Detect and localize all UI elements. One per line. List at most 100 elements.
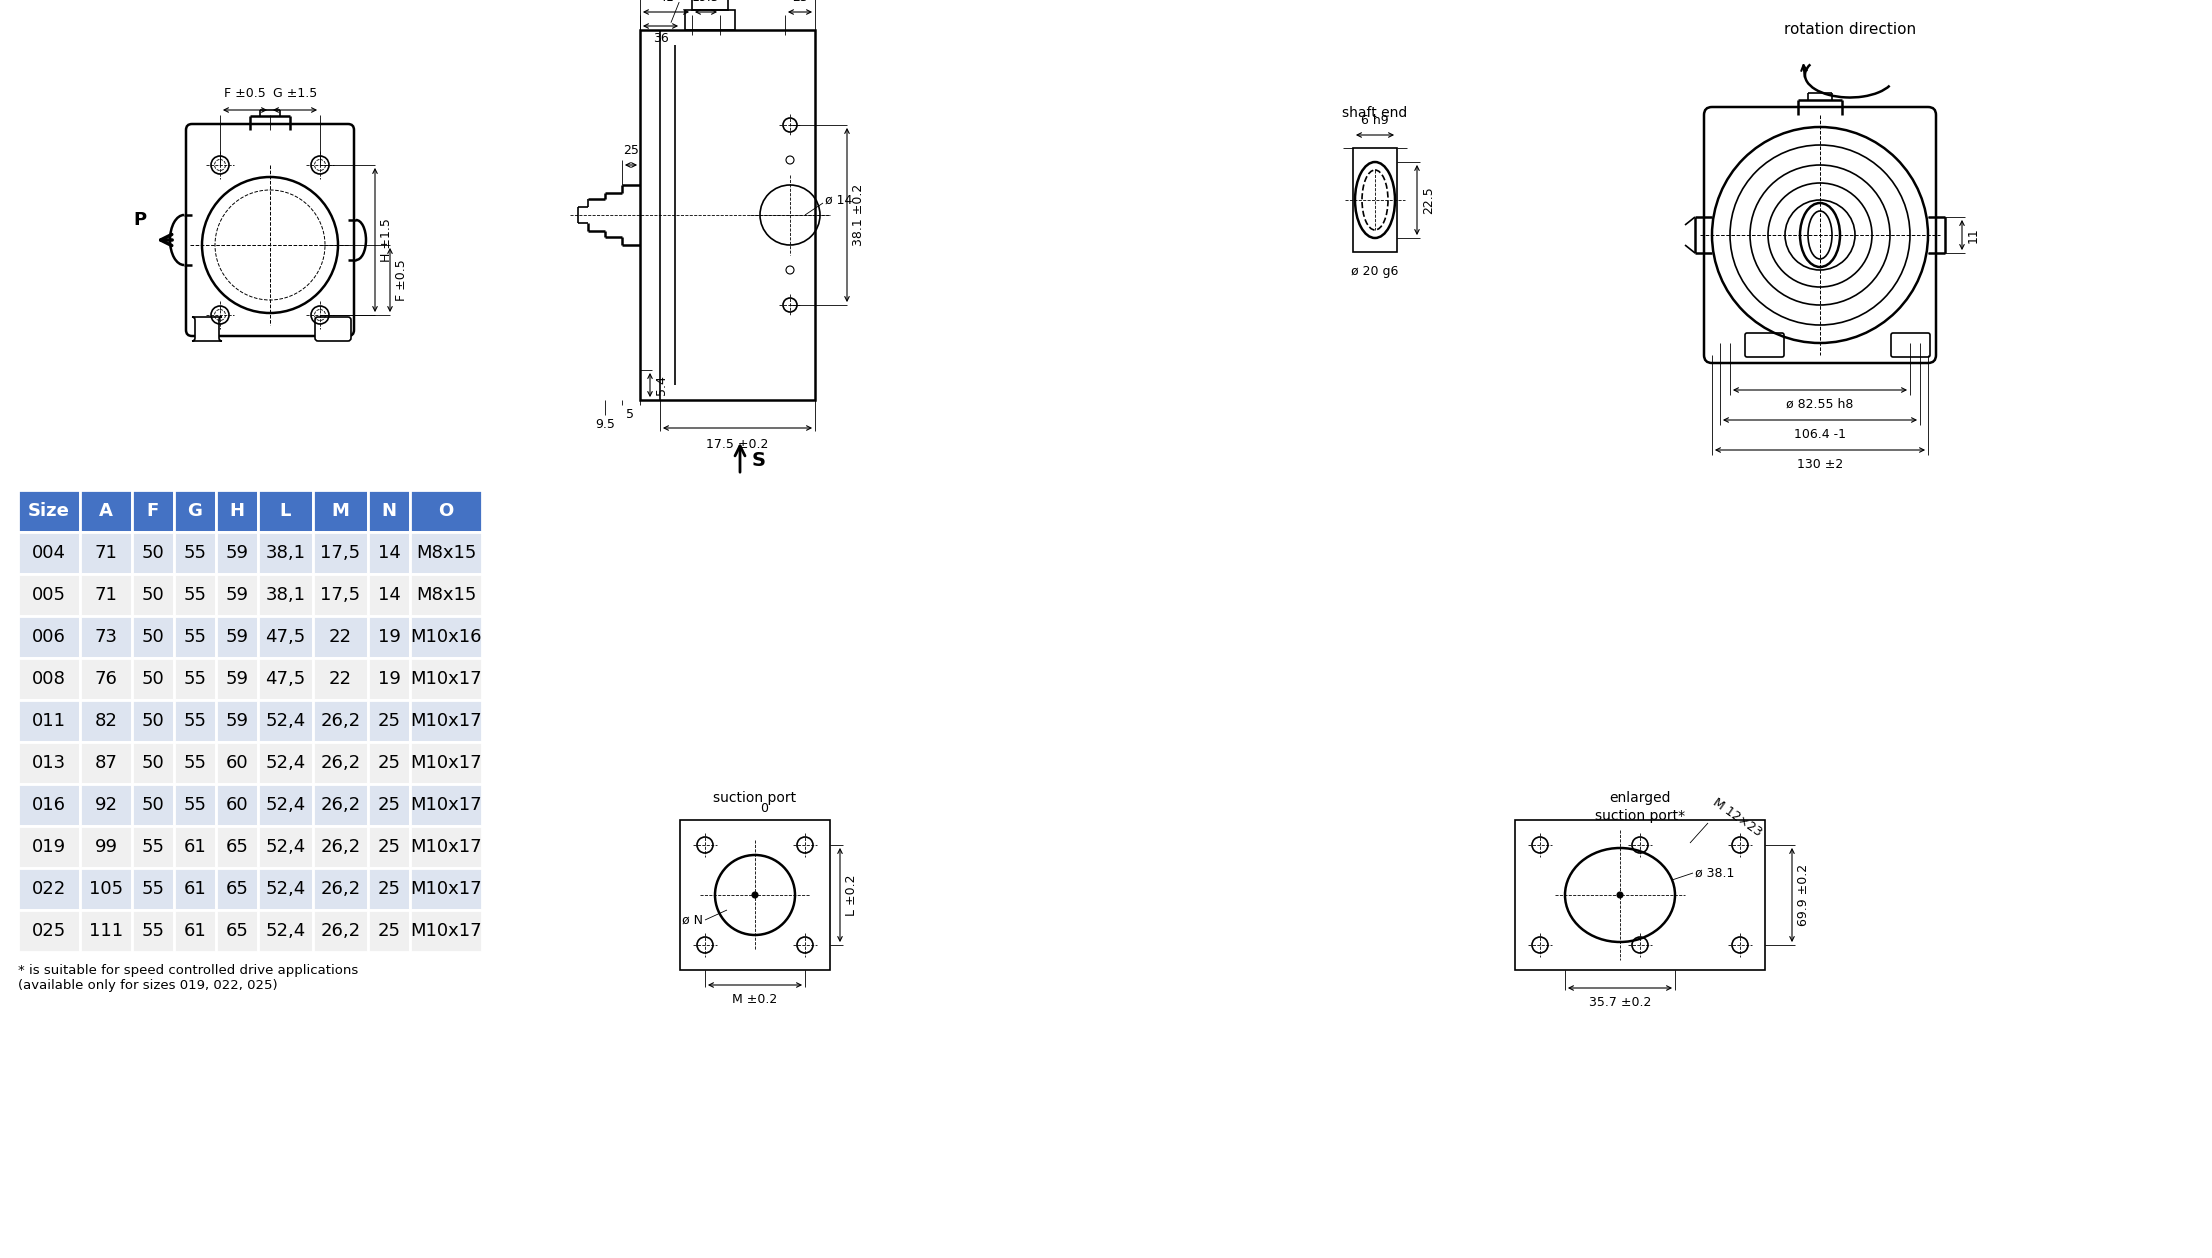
Bar: [18, 784, 80, 827]
Text: rotation direction: rotation direction: [1783, 21, 1916, 36]
Text: 22.5: 22.5: [1422, 186, 1436, 214]
Text: 47,5: 47,5: [265, 628, 305, 647]
Bar: [133, 616, 175, 658]
Text: 55: 55: [184, 628, 206, 647]
Bar: [314, 868, 367, 910]
Bar: [133, 827, 175, 868]
Bar: [259, 616, 314, 658]
Text: 38.1 ±0.2: 38.1 ±0.2: [852, 184, 865, 247]
Text: 55: 55: [184, 712, 206, 730]
Text: M10x17: M10x17: [409, 881, 482, 898]
Bar: [367, 784, 409, 827]
Text: N: N: [380, 502, 396, 520]
Text: O: O: [438, 502, 453, 520]
Text: S: S: [752, 450, 765, 469]
Text: M10x17: M10x17: [409, 922, 482, 940]
Bar: [133, 742, 175, 784]
Bar: [175, 699, 217, 742]
Text: 61: 61: [184, 922, 206, 940]
Text: 26,2: 26,2: [321, 838, 361, 855]
Bar: [133, 784, 175, 827]
Bar: [409, 699, 482, 742]
Bar: [259, 574, 314, 616]
Text: 19.5: 19.5: [692, 0, 719, 4]
Text: 52,4: 52,4: [265, 922, 305, 940]
Text: 47,5: 47,5: [265, 671, 305, 688]
Bar: [80, 827, 133, 868]
Text: M10x17: M10x17: [409, 754, 482, 772]
FancyBboxPatch shape: [186, 125, 354, 336]
Text: 50: 50: [142, 796, 164, 814]
Text: 38,1: 38,1: [265, 586, 305, 604]
Text: 60: 60: [226, 754, 248, 772]
Text: L ±0.2: L ±0.2: [845, 874, 858, 916]
Bar: [18, 491, 80, 532]
Bar: [175, 574, 217, 616]
Bar: [409, 910, 482, 952]
Text: G ±1.5: G ±1.5: [272, 87, 316, 99]
Bar: [259, 699, 314, 742]
Bar: [367, 868, 409, 910]
Text: 25: 25: [378, 881, 400, 898]
Text: 9.5: 9.5: [595, 418, 615, 431]
Text: 55: 55: [142, 838, 164, 855]
Text: 19: 19: [378, 671, 400, 688]
Bar: [80, 532, 133, 574]
Text: 50: 50: [142, 754, 164, 772]
Text: 26,2: 26,2: [321, 881, 361, 898]
Text: suction port*: suction port*: [1595, 809, 1686, 823]
Text: 11: 11: [1966, 228, 1980, 243]
Bar: [217, 868, 259, 910]
Text: 38,1: 38,1: [265, 543, 305, 562]
Text: 111: 111: [88, 922, 124, 940]
Text: ø 14: ø 14: [825, 194, 852, 206]
Bar: [409, 868, 482, 910]
Text: 105: 105: [88, 881, 124, 898]
Text: 60: 60: [226, 796, 248, 814]
Bar: [259, 491, 314, 532]
Bar: [259, 827, 314, 868]
Bar: [409, 658, 482, 699]
Bar: [18, 827, 80, 868]
Bar: [175, 827, 217, 868]
Bar: [692, 0, 728, 10]
Bar: [259, 784, 314, 827]
Bar: [80, 491, 133, 532]
Bar: [175, 658, 217, 699]
Bar: [679, 820, 830, 970]
Bar: [175, 910, 217, 952]
Text: 61: 61: [184, 838, 206, 855]
FancyBboxPatch shape: [1703, 107, 1936, 364]
Bar: [133, 658, 175, 699]
Bar: [314, 532, 367, 574]
Text: 106.4 -1: 106.4 -1: [1794, 428, 1847, 442]
Text: 19: 19: [378, 628, 400, 647]
Text: 25: 25: [378, 838, 400, 855]
Text: F ±0.5: F ±0.5: [223, 87, 265, 99]
Text: 25: 25: [378, 922, 400, 940]
Bar: [259, 742, 314, 784]
Text: 36: 36: [653, 31, 668, 45]
Text: 41: 41: [659, 0, 675, 4]
Bar: [259, 658, 314, 699]
Text: M8x15: M8x15: [416, 586, 476, 604]
Bar: [314, 784, 367, 827]
Text: M8x15: M8x15: [416, 543, 476, 562]
FancyBboxPatch shape: [192, 317, 221, 341]
Text: 26,2: 26,2: [321, 754, 361, 772]
Bar: [367, 532, 409, 574]
Text: M 8×15: M 8×15: [668, 0, 712, 23]
Circle shape: [752, 892, 759, 898]
Bar: [133, 868, 175, 910]
Text: 6 h9: 6 h9: [1360, 114, 1389, 127]
Bar: [367, 827, 409, 868]
Bar: [409, 616, 482, 658]
Bar: [18, 699, 80, 742]
Text: M10x17: M10x17: [409, 838, 482, 855]
Bar: [314, 699, 367, 742]
Text: suction port: suction port: [714, 791, 796, 805]
Bar: [259, 532, 314, 574]
Text: M10x16: M10x16: [409, 628, 482, 647]
Bar: [367, 491, 409, 532]
Text: 61: 61: [184, 881, 206, 898]
